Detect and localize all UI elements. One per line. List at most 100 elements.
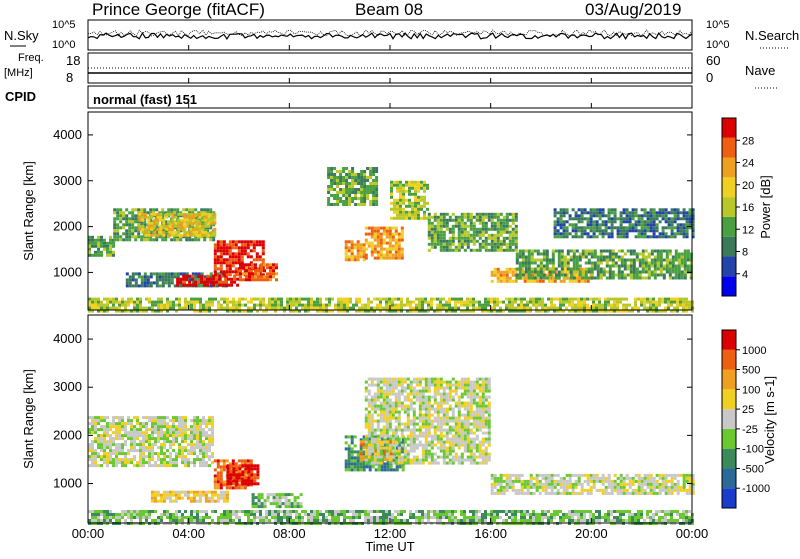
power-cell — [431, 243, 434, 246]
power-cell — [186, 225, 189, 228]
power-cell — [348, 197, 351, 200]
power-cell — [253, 243, 256, 246]
power-cell — [500, 240, 503, 243]
power-cell — [503, 271, 506, 274]
power-cell — [602, 229, 605, 232]
power-cell — [554, 226, 557, 229]
power-cell — [174, 234, 177, 237]
velocity-cell — [151, 416, 154, 419]
power-cell — [563, 229, 566, 232]
power-cell — [177, 213, 180, 216]
power-cell — [251, 263, 254, 266]
velocity-cell — [208, 419, 211, 422]
power-cell — [133, 304, 136, 307]
velocity-cell — [136, 422, 139, 425]
power-cell — [162, 225, 165, 228]
velocity-cell — [383, 399, 386, 402]
power-cell — [466, 301, 469, 304]
power-cell — [229, 301, 232, 304]
power-cell — [220, 270, 223, 273]
power-cell — [94, 301, 97, 304]
velocity-cell — [211, 443, 214, 446]
power-cell — [333, 188, 336, 191]
velocity-cell — [229, 486, 232, 489]
power-cell — [634, 307, 637, 310]
power-cell — [522, 259, 525, 262]
power-cell — [327, 188, 330, 191]
velocity-cell — [115, 428, 118, 431]
velocity-cell — [229, 482, 232, 485]
velocity-cell — [241, 459, 244, 462]
power-cell — [522, 250, 525, 253]
power-cell — [176, 281, 179, 284]
power-cell — [503, 225, 506, 228]
power-cell — [431, 216, 434, 219]
velocity-cell — [190, 434, 193, 437]
power-cell — [355, 301, 358, 304]
power-cell — [372, 185, 375, 188]
velocity-cell — [276, 493, 279, 496]
velocity-cell — [142, 431, 145, 434]
power-cell — [556, 307, 559, 310]
power-cell — [642, 268, 645, 271]
velocity-cell — [374, 378, 377, 381]
power-cell — [506, 268, 509, 271]
velocity-cell — [401, 393, 404, 396]
power-cell — [160, 304, 163, 307]
power-cell — [582, 277, 585, 280]
power-cell — [509, 234, 512, 237]
power-cell — [97, 248, 100, 251]
power-cell — [229, 252, 232, 255]
power-cell — [662, 214, 665, 217]
power-cell — [509, 225, 512, 228]
velocity-cell — [208, 437, 211, 440]
power-cell — [485, 240, 488, 243]
velocity-cell — [217, 462, 220, 465]
power-cell — [662, 211, 665, 214]
velocity-cell — [380, 393, 383, 396]
power-cell — [391, 307, 394, 310]
velocity-cell — [386, 420, 389, 423]
velocity-cell — [250, 459, 253, 462]
velocity-cell — [357, 453, 360, 456]
power-cell — [515, 243, 518, 246]
velocity-cell — [181, 440, 184, 443]
power-cell — [343, 307, 346, 310]
power-cell — [153, 219, 156, 222]
power-cell — [579, 256, 582, 259]
velocity-cell — [383, 381, 386, 384]
power-cell — [307, 301, 310, 304]
power-cell — [351, 188, 354, 191]
velocity-cell — [241, 479, 244, 482]
power-cell — [254, 275, 257, 278]
power-cell — [615, 274, 618, 277]
power-cell — [566, 220, 569, 223]
power-cell — [500, 274, 503, 277]
velocity-cell — [383, 390, 386, 393]
power-cell — [452, 231, 455, 234]
power-cell — [226, 304, 229, 307]
velocity-cell — [91, 452, 94, 455]
velocity-cell — [398, 396, 401, 399]
velocity-cell — [390, 452, 393, 455]
velocity-cell — [300, 493, 303, 496]
power-cell — [579, 271, 582, 274]
velocity-cell — [253, 473, 256, 476]
velocity-cell — [291, 505, 294, 508]
power-cell — [103, 304, 106, 307]
velocity-cell — [139, 449, 142, 452]
power-cell — [552, 277, 555, 280]
colorbar-tick-label: 12 — [742, 224, 754, 236]
velocity-cell — [187, 437, 190, 440]
power-cell — [494, 216, 497, 219]
power-cell — [254, 278, 257, 281]
velocity-cell — [217, 494, 220, 497]
velocity-cell — [252, 499, 255, 502]
power-cell — [103, 307, 106, 310]
power-cell — [147, 219, 150, 222]
velocity-cell — [181, 416, 184, 419]
velocity-cell — [154, 419, 157, 422]
power-cell — [396, 211, 399, 214]
power-cell — [602, 223, 605, 226]
power-cell — [599, 211, 602, 214]
